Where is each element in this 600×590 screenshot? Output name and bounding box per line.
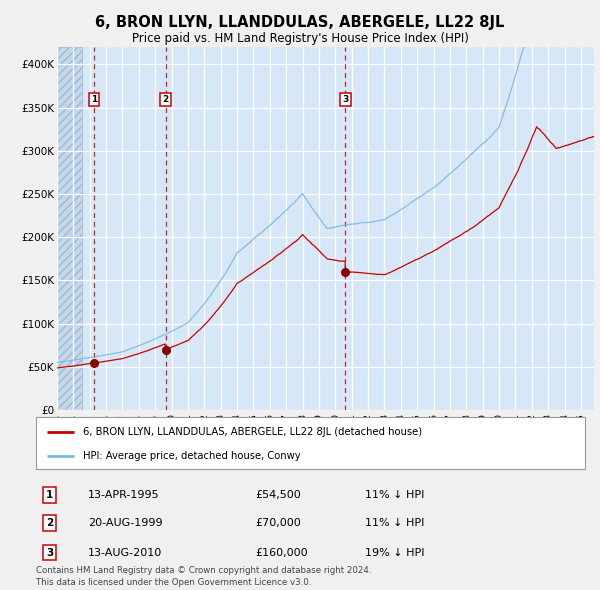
- Text: 6, BRON LLYN, LLANDDULAS, ABERGELE, LL22 8JL (detached house): 6, BRON LLYN, LLANDDULAS, ABERGELE, LL22…: [83, 427, 422, 437]
- Text: 1: 1: [46, 490, 53, 500]
- Text: £160,000: £160,000: [256, 548, 308, 558]
- Text: HPI: Average price, detached house, Conwy: HPI: Average price, detached house, Conw…: [83, 451, 300, 461]
- Text: 1: 1: [91, 96, 97, 104]
- Text: £70,000: £70,000: [256, 518, 301, 527]
- Text: 2: 2: [46, 518, 53, 527]
- Text: 3: 3: [343, 96, 349, 104]
- Bar: [57, 47, 82, 410]
- Text: 19% ↓ HPI: 19% ↓ HPI: [365, 548, 425, 558]
- Text: 11% ↓ HPI: 11% ↓ HPI: [365, 490, 425, 500]
- Text: 13-APR-1995: 13-APR-1995: [88, 490, 160, 500]
- Text: 2: 2: [163, 96, 169, 104]
- Text: 20-AUG-1999: 20-AUG-1999: [88, 518, 163, 527]
- Text: £54,500: £54,500: [256, 490, 301, 500]
- Text: 6, BRON LLYN, LLANDDULAS, ABERGELE, LL22 8JL: 6, BRON LLYN, LLANDDULAS, ABERGELE, LL22…: [95, 15, 505, 30]
- Text: 3: 3: [46, 548, 53, 558]
- Text: 11% ↓ HPI: 11% ↓ HPI: [365, 518, 425, 527]
- Text: 13-AUG-2010: 13-AUG-2010: [88, 548, 163, 558]
- Text: Contains HM Land Registry data © Crown copyright and database right 2024.
This d: Contains HM Land Registry data © Crown c…: [36, 566, 371, 587]
- Text: Price paid vs. HM Land Registry's House Price Index (HPI): Price paid vs. HM Land Registry's House …: [131, 32, 469, 45]
